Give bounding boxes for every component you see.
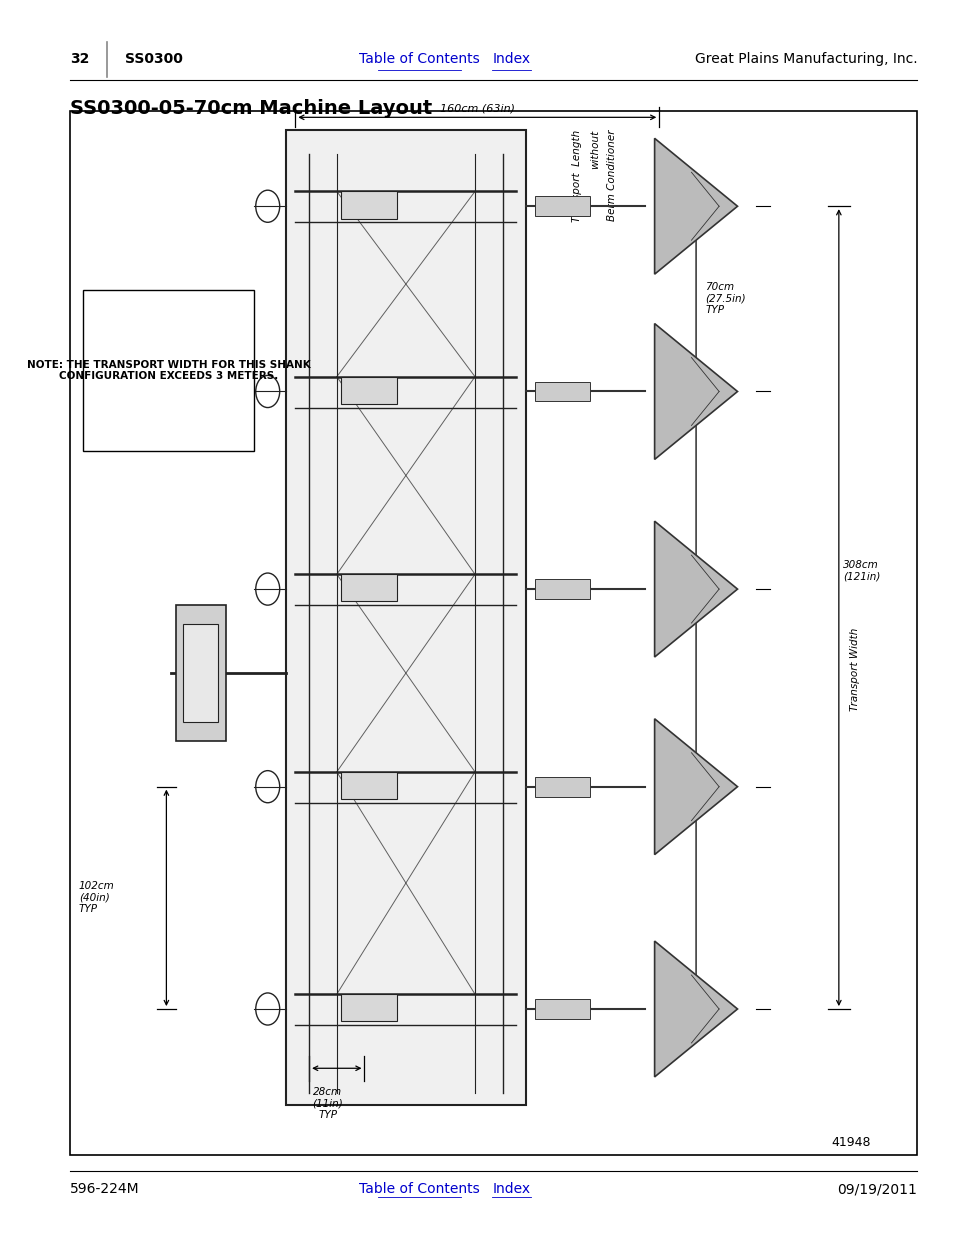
Bar: [341, 574, 396, 601]
Polygon shape: [654, 941, 737, 1077]
Text: Table of Contents: Table of Contents: [359, 1182, 479, 1197]
Polygon shape: [654, 521, 737, 657]
Text: 28cm
(11in)
TYP: 28cm (11in) TYP: [312, 1087, 343, 1120]
Text: 102cm
(40in)
TYP: 102cm (40in) TYP: [79, 882, 114, 914]
Bar: [535, 196, 590, 216]
Bar: [535, 579, 590, 599]
Bar: [535, 382, 590, 401]
Bar: [70, 111, 916, 1155]
Text: SS0300: SS0300: [125, 52, 183, 67]
Text: SS0300-05-70cm Machine Layout: SS0300-05-70cm Machine Layout: [70, 99, 432, 119]
Text: 09/19/2011: 09/19/2011: [837, 1182, 916, 1197]
Bar: [175, 605, 226, 741]
Text: Transport  Length: Transport Length: [571, 130, 581, 222]
Text: Table of Contents: Table of Contents: [359, 52, 479, 67]
Bar: [341, 994, 396, 1021]
Polygon shape: [654, 138, 737, 274]
Text: Great Plains Manufacturing, Inc.: Great Plains Manufacturing, Inc.: [694, 52, 916, 67]
Bar: [535, 999, 590, 1019]
Text: 308cm
(121in): 308cm (121in): [842, 559, 880, 582]
Bar: [286, 130, 525, 1105]
Text: Berm Conditioner: Berm Conditioner: [606, 130, 616, 221]
Text: NOTE: THE TRANSPORT WIDTH FOR THIS SHANK
CONFIGURATION EXCEEDS 3 METERS.: NOTE: THE TRANSPORT WIDTH FOR THIS SHANK…: [27, 359, 311, 382]
Text: without: without: [590, 130, 599, 169]
Bar: [341, 377, 396, 404]
Bar: [341, 772, 396, 799]
Text: 70cm
(27.5in)
TYP: 70cm (27.5in) TYP: [704, 283, 745, 315]
Bar: [341, 191, 396, 219]
Bar: [84, 290, 253, 451]
Text: 596-224M: 596-224M: [70, 1182, 139, 1197]
Text: 160cm (63in): 160cm (63in): [439, 104, 515, 114]
Text: 32: 32: [70, 52, 89, 67]
Text: Transport Width: Transport Width: [849, 627, 859, 711]
Bar: [535, 777, 590, 797]
Polygon shape: [654, 719, 737, 855]
Text: Index: Index: [493, 52, 530, 67]
Text: Index: Index: [493, 1182, 530, 1197]
Bar: [183, 624, 217, 722]
Polygon shape: [654, 324, 737, 459]
Text: 41948: 41948: [831, 1136, 870, 1149]
